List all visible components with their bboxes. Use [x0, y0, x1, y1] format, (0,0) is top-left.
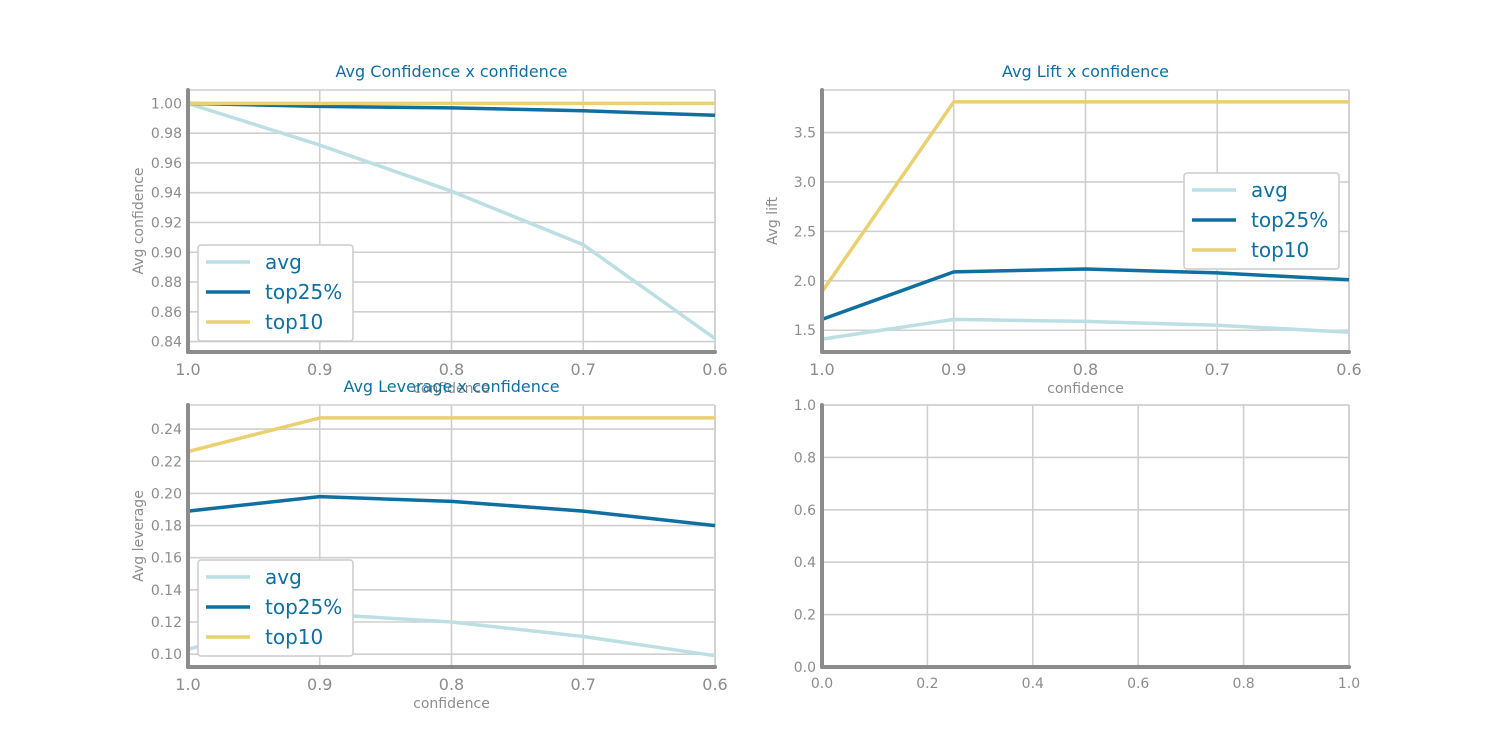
- y-tick-label: 0.22: [151, 454, 182, 470]
- y-axis-label: Avg confidence: [131, 167, 147, 274]
- x-tick-label: 0.9: [307, 360, 332, 379]
- y-tick-label: 1.0: [794, 398, 816, 414]
- y-tick-label: 0.14: [151, 583, 182, 599]
- y-tick-label: 0.96: [151, 156, 182, 172]
- legend-label-top25%: top25%: [1251, 208, 1328, 232]
- x-tick-label: 0.6: [702, 675, 727, 694]
- series-line-top10: [187, 416, 715, 454]
- y-tick-label: 3.0: [794, 175, 816, 191]
- y-tick-label: 0.8: [794, 450, 816, 466]
- y-tick-label: 0.98: [151, 126, 182, 142]
- chart-title: Avg Confidence x confidence: [336, 62, 568, 81]
- legend-label-avg: avg: [265, 250, 302, 274]
- x-tick-label: 0.9: [941, 360, 966, 379]
- series-line-top25%: [821, 267, 1350, 322]
- x-tick-label: 1.0: [809, 360, 834, 379]
- y-tick-label: 3.5: [794, 126, 816, 142]
- y-tick-label: 0.2: [794, 608, 816, 624]
- y-tick-label: 1.5: [794, 323, 816, 339]
- x-tick-label: 0.2: [916, 676, 938, 692]
- chart-panel-3: 1.0 0.9 0.8 0.7 0.6 0.10 0.12 0.14 0.16 0.18 0.20 0…: [131, 377, 728, 712]
- legend-label-top25%: top25%: [265, 280, 342, 304]
- y-tick-label: 0.88: [151, 275, 182, 291]
- x-axis-label: confidence: [413, 696, 490, 712]
- y-tick-label: 0.86: [151, 305, 182, 321]
- legend-label-top10: top10: [1251, 238, 1309, 262]
- y-tick-label: 2.5: [794, 224, 816, 240]
- y-tick-label: 0.94: [151, 186, 182, 202]
- y-tick-label: 0.6: [794, 503, 816, 519]
- x-tick-label: 1.0: [175, 675, 200, 694]
- legend-frame: [197, 244, 354, 342]
- legend-label-top10: top10: [265, 625, 323, 649]
- x-tick-label: 0.8: [439, 360, 464, 379]
- x-tick-label: 1.0: [1338, 676, 1360, 692]
- legend-frame: [1183, 172, 1340, 270]
- series-line-top25%: [187, 494, 716, 528]
- x-tick-label: 0.8: [1232, 676, 1254, 692]
- x-tick-label: 0.8: [439, 675, 464, 694]
- x-tick-label: 1.0: [175, 360, 200, 379]
- chart-title: Avg Leverage x confidence: [343, 377, 559, 396]
- y-tick-label: 0.92: [151, 215, 182, 231]
- x-tick-label: 0.7: [1205, 360, 1230, 379]
- y-axis-label: Avg leverage: [131, 490, 147, 582]
- series-line-top10: [820, 100, 1349, 293]
- x-tick-label: 0.9: [307, 675, 332, 694]
- y-tick-label: 0.24: [151, 422, 182, 438]
- x-tick-label: 0.6: [1336, 360, 1361, 379]
- y-tick-label: 2.0: [794, 274, 816, 290]
- series-line-avg: [821, 317, 1350, 341]
- x-tick-label: 0.7: [571, 675, 596, 694]
- y-tick-label: 0.84: [151, 335, 182, 351]
- chart-title: Avg Lift x confidence: [1002, 62, 1169, 81]
- legend-label-avg: avg: [265, 565, 302, 589]
- legend-label-avg: avg: [1251, 178, 1288, 202]
- series-line-top25%: [187, 101, 716, 118]
- x-tick-label: 0.8: [1073, 360, 1098, 379]
- chart-panel-2: 1.0 0.9 0.8 0.7 0.6 1.5 2.0 2.5 3.0 3.5 Avg Lift x…: [765, 62, 1362, 397]
- x-tick-label: 0.0: [811, 676, 833, 692]
- chart-panel-1: 1.0 0.9 0.8 0.7 0.6 0.84 0.86 0.88 0.90 0.92 0.94 0…: [131, 62, 728, 397]
- y-tick-label: 0.90: [151, 245, 182, 261]
- x-axis-label: confidence: [1047, 381, 1124, 397]
- series-line-avg: [187, 101, 717, 341]
- legend-frame: [197, 559, 354, 657]
- x-tick-label: 0.6: [1127, 676, 1149, 692]
- y-axis-label: Avg lift: [765, 196, 781, 245]
- x-axis-label: confidence: [413, 381, 490, 397]
- legend: avg top25% top10: [197, 244, 354, 342]
- chart-panel-4: 0.0 0.2 0.4 0.6 0.8 1.0 0.0 0.2 0.4 0.6 0.8 1.0: [794, 398, 1360, 692]
- y-tick-label: 0.0: [794, 660, 816, 676]
- y-tick-label: 0.20: [151, 486, 182, 502]
- y-tick-label: 1.00: [151, 96, 182, 112]
- y-tick-label: 0.18: [151, 519, 182, 535]
- x-tick-label: 0.7: [571, 360, 596, 379]
- legend-label-top25%: top25%: [265, 595, 342, 619]
- x-tick-label: 0.4: [1022, 676, 1044, 692]
- x-tick-label: 0.6: [702, 360, 727, 379]
- y-tick-label: 0.4: [794, 555, 816, 571]
- legend: avg top25% top10: [1183, 172, 1340, 270]
- y-tick-label: 0.12: [151, 615, 182, 631]
- legend-label-top10: top10: [265, 310, 323, 334]
- legend: avg top25% top10: [197, 559, 354, 657]
- y-tick-label: 0.10: [151, 647, 182, 663]
- y-tick-label: 0.16: [151, 551, 182, 567]
